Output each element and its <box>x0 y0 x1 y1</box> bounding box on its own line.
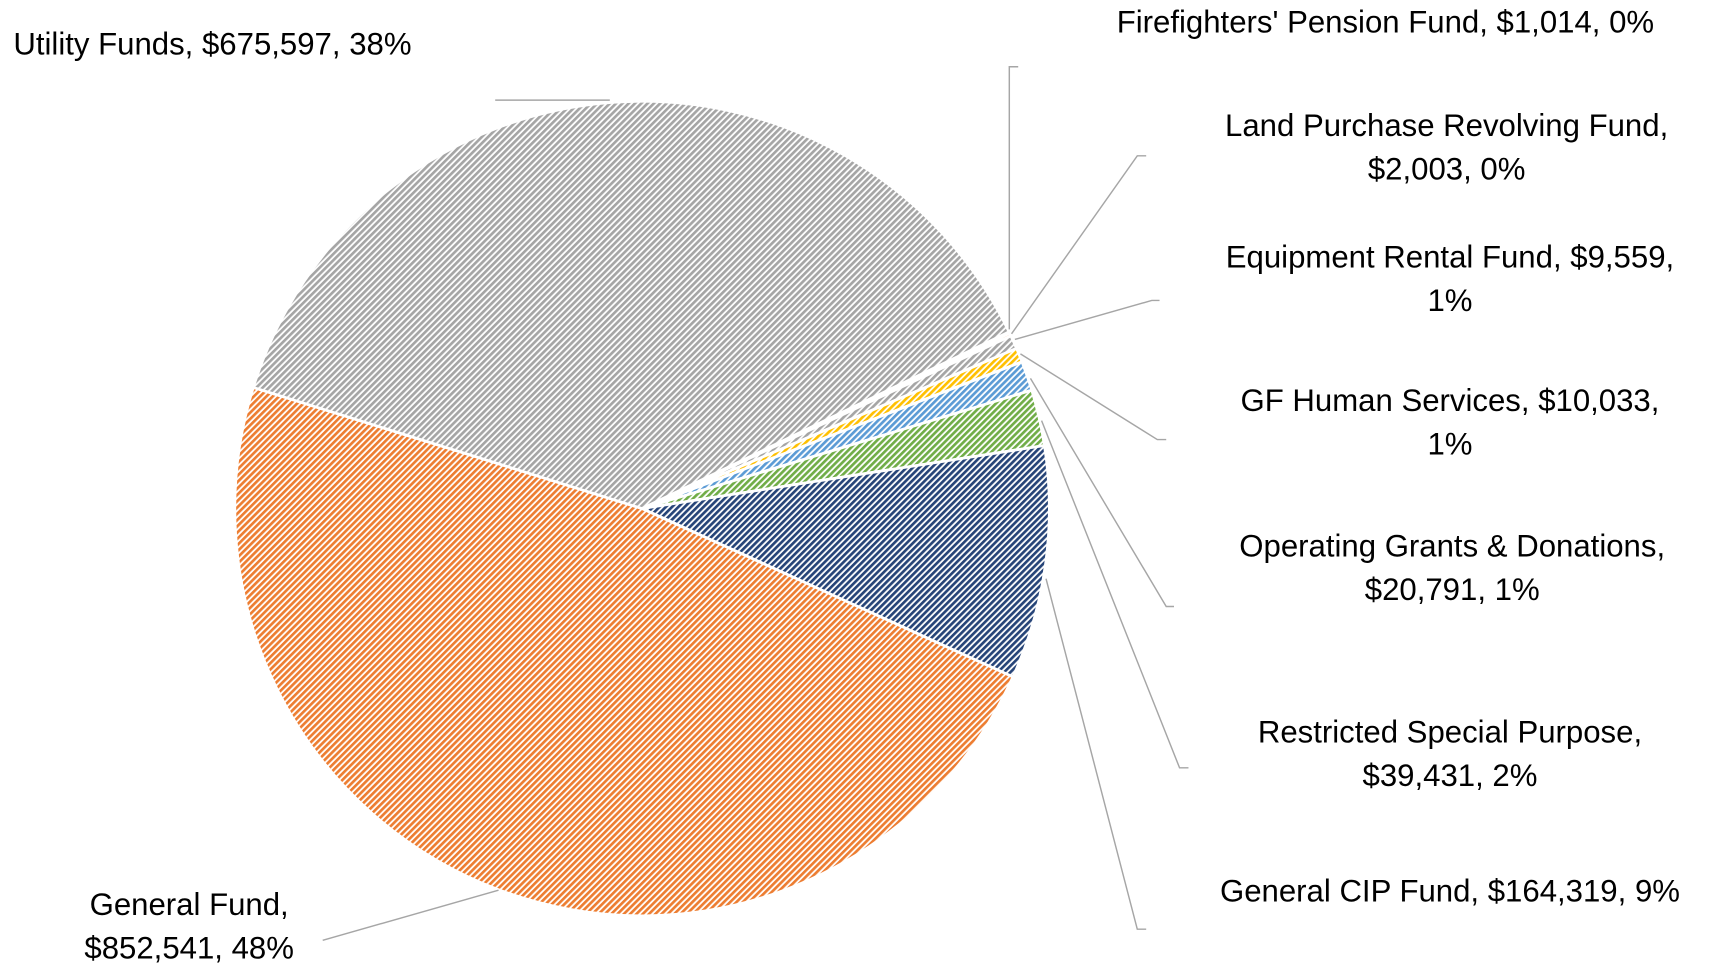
label-part: 1% <box>1427 283 1472 318</box>
pie-slice <box>637 443 1051 679</box>
leader-line <box>1029 377 1175 608</box>
leader-line <box>1045 578 1147 930</box>
label-part: $852,541 <box>84 931 214 963</box>
label-part: $10,033 <box>1538 383 1651 418</box>
label-part: General Fund <box>90 887 280 922</box>
label-part: 38% <box>349 27 411 62</box>
leader-line <box>1040 420 1189 769</box>
label-part: Equipment Rental Fund <box>1226 240 1553 275</box>
pie-slice <box>251 99 1011 511</box>
label-part: 1% <box>1427 427 1472 462</box>
label-part: $675,597 <box>202 27 332 62</box>
data-label: Utility Funds, $675,597, 38% <box>13 27 411 62</box>
label-part: $9,559 <box>1570 240 1665 275</box>
data-label: General CIP Fund, $164,319, 9% <box>1220 874 1680 909</box>
data-label: GF Human Services, $10,033, 1% <box>1241 383 1660 462</box>
label-part: $164,319 <box>1488 874 1618 909</box>
label-part: $2,003 <box>1368 152 1463 187</box>
label-part: $39,431 <box>1363 758 1476 793</box>
label-part: 1% <box>1495 572 1540 607</box>
label-part: $20,791 <box>1365 572 1478 607</box>
pie-slice <box>233 385 1015 918</box>
label-part: 0% <box>1480 152 1525 187</box>
data-label: Land Purchase Revolving Fund, $2,003, 0% <box>1225 108 1668 187</box>
data-label: Equipment Rental Fund, $9,559, 1% <box>1226 240 1674 319</box>
label-part: Land Purchase Revolving Fund <box>1225 108 1660 143</box>
leader-line <box>322 889 499 942</box>
label-part: Utility Funds <box>13 27 184 62</box>
label-part: Firefighters' Pension Fund <box>1117 5 1480 40</box>
data-label: General Fund, $852,541, 48% <box>84 887 294 963</box>
label-part: $1,014 <box>1497 5 1592 40</box>
label-part: Operating Grants & Donations <box>1239 529 1656 564</box>
label-part: General CIP Fund <box>1220 874 1470 909</box>
leader-line <box>1008 66 1019 330</box>
label-part: Restricted Special Purpose <box>1258 715 1634 750</box>
data-label: Operating Grants & Donations, $20,791, 1% <box>1239 529 1665 608</box>
data-label: Restricted Special Purpose, $39,431, 2% <box>1258 715 1642 794</box>
leader-line <box>1014 299 1160 341</box>
leader-line <box>1020 353 1167 441</box>
data-label: Firefighters' Pension Fund, $1,014, 0% <box>1117 5 1654 40</box>
leader-line <box>1010 155 1147 335</box>
label-part: 0% <box>1609 5 1654 40</box>
label-part: 2% <box>1492 758 1537 793</box>
label-part: GF Human Services <box>1241 383 1521 418</box>
label-part: 9% <box>1635 874 1680 909</box>
plot: Firefighters' Pension Fund, $1,014, 0% La… <box>13 5 1680 963</box>
label-part: 48% <box>232 931 294 963</box>
